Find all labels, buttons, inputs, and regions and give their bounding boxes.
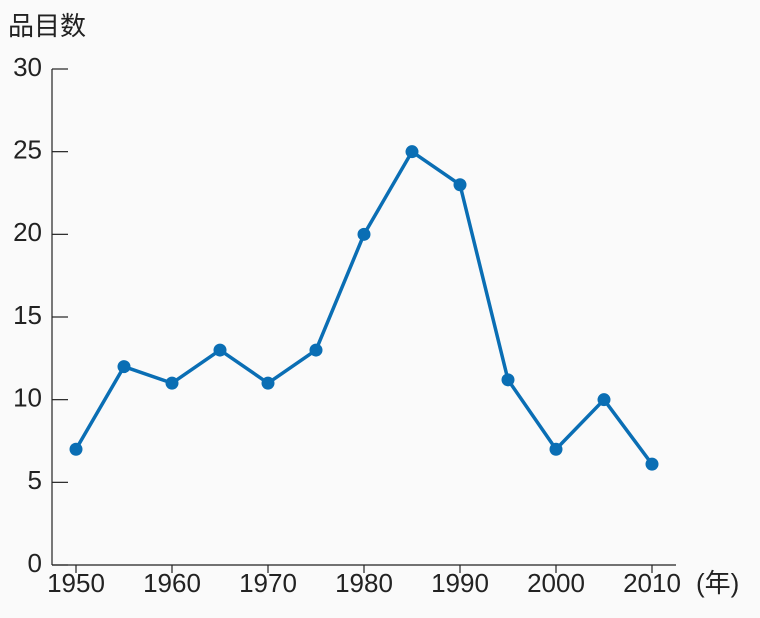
data-point xyxy=(597,393,611,407)
data-point xyxy=(165,376,179,390)
x-tick-label: 1950 xyxy=(47,568,105,598)
x-axis-label: (年) xyxy=(696,568,739,598)
x-tick-label: 1990 xyxy=(431,568,489,598)
y-tick-label: 5 xyxy=(28,465,42,495)
x-tick-label: 2010 xyxy=(623,568,681,598)
data-point xyxy=(213,343,227,357)
y-axis-label: 品目数 xyxy=(8,11,86,41)
data-point xyxy=(69,442,83,456)
y-tick-label: 15 xyxy=(13,300,42,330)
data-point xyxy=(549,442,563,456)
y-tick-label: 30 xyxy=(13,52,42,82)
data-point xyxy=(357,227,371,241)
data-point xyxy=(405,145,419,159)
y-tick-label: 10 xyxy=(13,383,42,413)
data-point xyxy=(117,360,131,374)
data-point xyxy=(501,373,515,387)
y-tick-label: 20 xyxy=(13,217,42,247)
y-tick-label: 25 xyxy=(13,135,42,165)
data-point xyxy=(453,178,467,192)
y-tick-label: 0 xyxy=(28,548,42,578)
data-point xyxy=(645,457,659,471)
x-tick-label: 1970 xyxy=(239,568,297,598)
data-point xyxy=(309,343,323,357)
x-tick-label: 1960 xyxy=(143,568,201,598)
x-tick-label: 1980 xyxy=(335,568,393,598)
data-point xyxy=(261,376,275,390)
x-tick-label: 2000 xyxy=(527,568,585,598)
data-line xyxy=(74,149,654,466)
